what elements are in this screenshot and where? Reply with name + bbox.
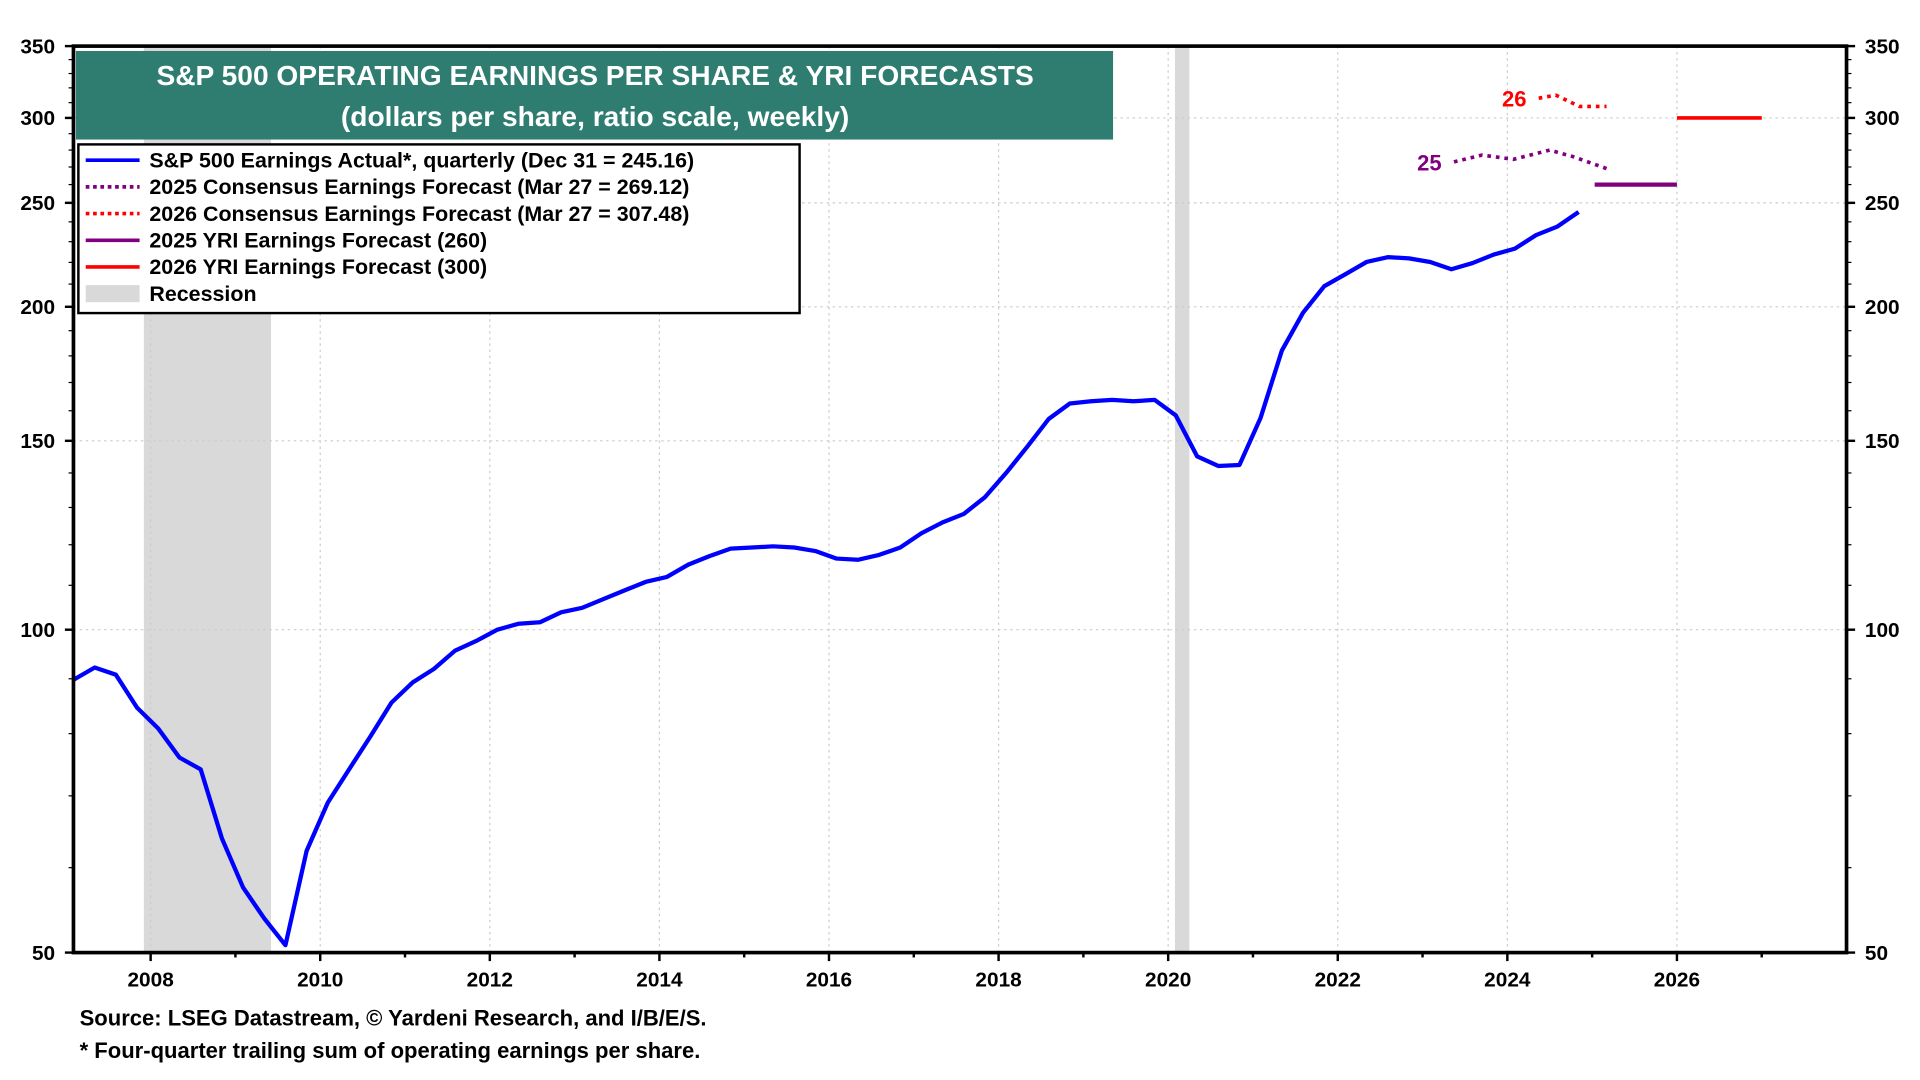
- y-tick-label-left: 350: [20, 35, 55, 58]
- y-tick-label-left: 100: [20, 619, 55, 642]
- legend-item: 2026 Consensus Earnings Forecast (Mar 27…: [149, 202, 689, 226]
- x-tick-label: 2016: [806, 969, 852, 992]
- y-tick-label-right: 50: [1865, 942, 1888, 965]
- legend-item: Recession: [149, 282, 256, 306]
- x-tick-label: 2024: [1484, 969, 1531, 992]
- legend: S&P 500 Earnings Actual*, quarterly (Dec…: [77, 143, 801, 315]
- series-2025-consensus: [1453, 148, 1608, 171]
- x-tick-label: 2008: [127, 969, 173, 992]
- x-tick-label: 2012: [467, 969, 513, 992]
- y-tick-label-right: 100: [1865, 619, 1900, 642]
- x-tick-label: 2022: [1315, 969, 1361, 992]
- y-tick-label-left: 250: [20, 192, 55, 215]
- series-label: 25: [1417, 150, 1442, 175]
- y-tick-label-right: 300: [1865, 107, 1900, 130]
- recession-band: [1174, 46, 1190, 953]
- y-tick-label-left: 150: [20, 430, 55, 453]
- x-tick-label: 2026: [1654, 969, 1700, 992]
- footer-source: Source: LSEG Datastream, © Yardeni Resea…: [80, 1005, 707, 1030]
- y-tick-label-right: 200: [1865, 296, 1900, 319]
- footer-note: * Four-quarter trailing sum of operating…: [80, 1038, 701, 1063]
- legend-item: S&P 500 Earnings Actual*, quarterly (Dec…: [149, 149, 694, 173]
- series-s-p-500-earnings-actual: [72, 210, 1580, 948]
- y-tick-label-right: 350: [1865, 35, 1900, 58]
- chart-title: S&P 500 OPERATING EARNINGS PER SHARE & Y…: [156, 60, 1033, 91]
- legend-item: 2025 YRI Earnings Forecast (260): [149, 229, 487, 253]
- y-tick-label-left: 300: [20, 107, 55, 130]
- series-2026-consensus: [1538, 93, 1607, 109]
- title-box: S&P 500 OPERATING EARNINGS PER SHARE & Y…: [75, 50, 1114, 140]
- x-tick-label: 2018: [975, 969, 1021, 992]
- y-tick-label-left: 200: [20, 296, 55, 319]
- chart-subtitle: (dollars per share, ratio scale, weekly): [341, 101, 849, 132]
- y-tick-label-right: 150: [1865, 430, 1900, 453]
- legend-swatch: [85, 285, 140, 303]
- plot-frame: [71, 44, 1849, 955]
- legend-item: 2026 YRI Earnings Forecast (300): [149, 255, 487, 279]
- legend-item: 2025 Consensus Earnings Forecast (Mar 27…: [149, 175, 689, 199]
- y-tick-label-right: 250: [1865, 192, 1900, 215]
- x-tick-label: 2014: [636, 969, 683, 992]
- series-label: 26: [1502, 87, 1527, 112]
- x-tick-label: 2020: [1145, 969, 1191, 992]
- y-tick-label-left: 50: [32, 942, 55, 965]
- x-tick-label: 2010: [297, 969, 343, 992]
